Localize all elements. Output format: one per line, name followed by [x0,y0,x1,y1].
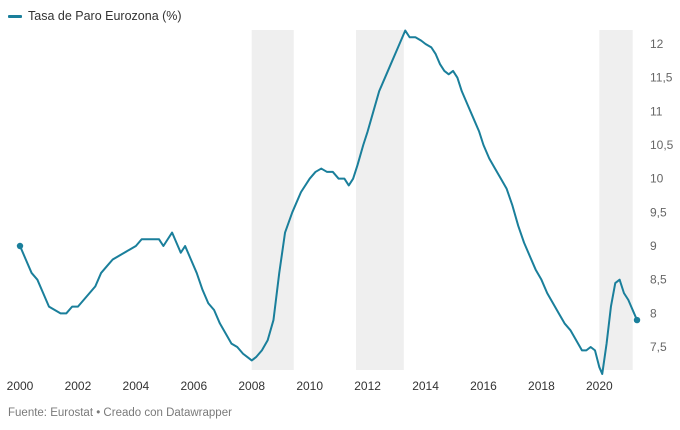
x-tick-label: 2000 [7,379,34,393]
y-axis: 7,5 8 8,5 9 9,5 10 10,5 11 11,5 12 [650,37,674,354]
y-tick-label: 11 [650,104,663,118]
y-tick-label: 12 [650,37,664,51]
x-tick-label: 2002 [65,379,92,393]
shaded-period-3 [599,30,633,370]
series-line [19,29,638,375]
y-tick-label: 11,5 [650,71,673,85]
legend: Tasa de Paro Eurozona (%) [8,9,182,23]
shaded-period-2 [356,30,404,370]
series-points [16,242,641,324]
x-tick-label: 2016 [470,379,497,393]
legend-label: Tasa de Paro Eurozona (%) [28,9,182,23]
y-tick-label: 9 [650,239,657,253]
x-tick-label: 2008 [238,379,265,393]
x-tick-label: 2020 [586,379,613,393]
x-tick-label: 2014 [412,379,439,393]
series-start-point [16,242,24,250]
x-tick-label: 2010 [296,379,323,393]
x-tick-label: 2006 [180,379,207,393]
x-axis: 2000 2002 2004 2006 2008 2010 2012 2014 2016 2018… [7,379,613,393]
x-tick-label: 2004 [123,379,150,393]
x-tick-label: 2018 [528,379,555,393]
series-line-group [19,29,638,375]
y-tick-label: 10,5 [650,138,674,152]
y-tick-label: 10 [650,172,664,186]
shaded-period-1 [251,30,294,370]
recession-shading [251,30,633,370]
y-tick-label: 8 [650,306,657,320]
y-tick-label: 8,5 [650,273,667,287]
y-tick-label: 9,5 [650,205,667,219]
source-note: Fuente: Eurostat • Creado con Datawrappe… [8,407,232,419]
series-end-point [633,316,641,324]
legend-swatch [8,14,22,18]
y-tick-label: 7,5 [650,340,667,354]
x-tick-label: 2012 [354,379,381,393]
